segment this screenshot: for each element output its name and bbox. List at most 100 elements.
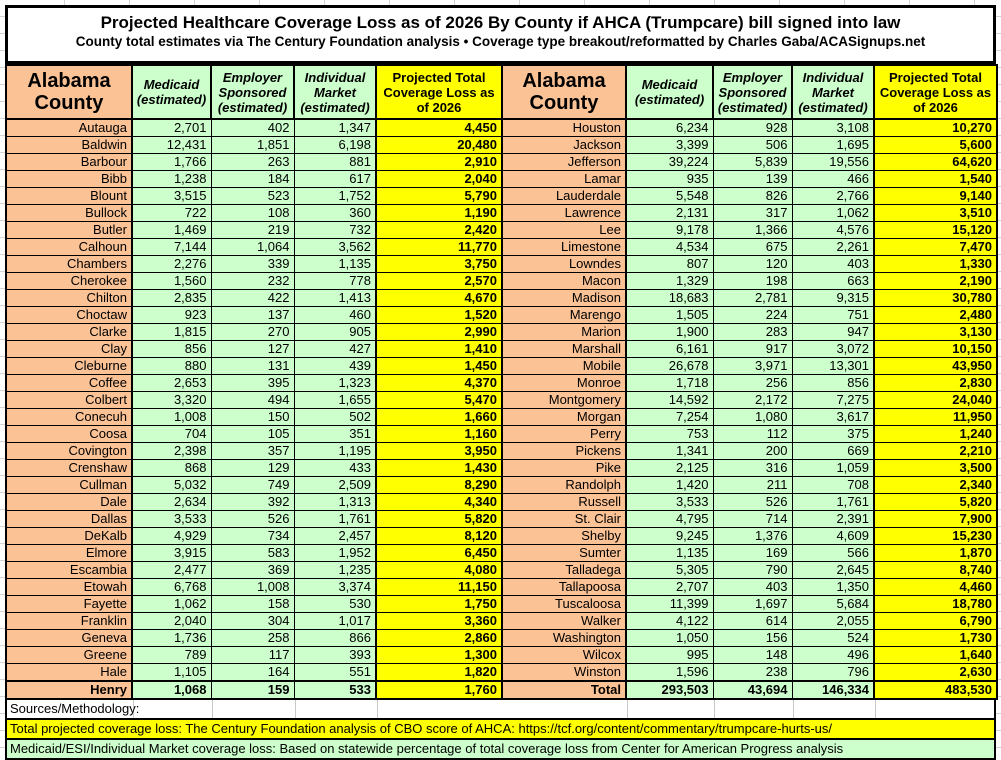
medicaid-cell: 1,062 [131, 595, 212, 613]
employer-cell: 422 [210, 289, 295, 307]
individual-cell: 617 [293, 170, 377, 188]
title-box: Projected Healthcare Coverage Loss as of… [5, 5, 996, 64]
projected-total-cell: 11,950 [873, 408, 998, 426]
medicaid-cell: 1,900 [625, 323, 714, 341]
county-cell: Calhoun [5, 238, 133, 256]
individual-cell: 7,275 [791, 391, 875, 409]
projected-total-cell: 1,300 [375, 646, 503, 664]
individual-cell: 1,695 [791, 136, 875, 154]
county-cell: Geneva [5, 629, 133, 647]
employer-cell: 169 [712, 544, 793, 562]
table-row: DeKalb 4,929 734 2,457 8,120 Shelby 9,245 1,376… [5, 527, 998, 545]
county-cell: Madison [501, 289, 627, 307]
medicaid-cell: 722 [131, 204, 212, 222]
table-row: Henry 1,068 159 533 1,760 Total 293,503 43,694 1… [5, 680, 998, 700]
page-subtitle: County total estimates via The Century F… [75, 34, 926, 49]
projected-total-cell: 15,230 [873, 527, 998, 545]
coverage-loss-sheet: Projected Healthcare Coverage Loss as of… [5, 5, 998, 760]
employer-cell: 137 [210, 306, 295, 324]
projected-total-cell: 10,270 [873, 118, 998, 137]
employer-cell: 219 [210, 221, 295, 239]
table-row: Fayette 1,062 158 530 1,750 Tuscaloosa 11,399 1… [5, 595, 998, 613]
employer-cell: 263 [210, 153, 295, 171]
medicaid-cell: 18,683 [625, 289, 714, 307]
table-row: Crenshaw 868 129 433 1,430 Pike 2,125 316 1,059 3… [5, 459, 998, 477]
table-row: Escambia 2,477 369 1,235 4,080 Talladega 5,305… [5, 561, 998, 579]
table-row: Chambers 2,276 339 1,135 3,750 Lowndes 807 120 4… [5, 255, 998, 273]
individual-cell: 1,347 [293, 118, 377, 137]
employer-cell: 127 [210, 340, 295, 358]
projected-total-cell: 1,410 [375, 340, 503, 358]
table-row: Coffee 2,653 395 1,323 4,370 Monroe 1,718 256 85… [5, 374, 998, 392]
individual-cell: 1,313 [293, 493, 377, 511]
medicaid-cell: 5,305 [625, 561, 714, 579]
county-cell: Henry [5, 680, 133, 700]
projected-total-cell: 2,340 [873, 476, 998, 494]
projected-total-cell: 1,190 [375, 204, 503, 222]
projected-total-cell: 11,770 [375, 238, 503, 256]
projected-total-cell: 1,430 [375, 459, 503, 477]
individual-cell: 19,556 [791, 153, 875, 171]
county-cell: Limestone [501, 238, 627, 256]
employer-cell: 526 [210, 510, 295, 528]
projected-total-cell: 1,240 [873, 425, 998, 443]
individual-cell: 466 [791, 170, 875, 188]
county-cell: Montgomery [501, 391, 627, 409]
table-row: Choctaw 923 137 460 1,520 Marengo 1,505 224 751 2… [5, 306, 998, 324]
projected-total-cell: 2,210 [873, 442, 998, 460]
employer-cell: 734 [210, 527, 295, 545]
employer-cell: 1,080 [712, 408, 793, 426]
employer-cell: 392 [210, 493, 295, 511]
medicaid-cell: 1,068 [131, 680, 212, 700]
medicaid-cell: 1,736 [131, 629, 212, 647]
table-row: Cleburne 880 131 439 1,450 Mobile 26,678 3,971 1… [5, 357, 998, 375]
projected-total-cell: 5,600 [873, 136, 998, 154]
projected-total-cell: 8,740 [873, 561, 998, 579]
projected-total-cell: 9,140 [873, 187, 998, 205]
medicaid-cell: 2,477 [131, 561, 212, 579]
projected-total-cell: 483,530 [873, 680, 998, 700]
projected-total-cell: 1,160 [375, 425, 503, 443]
medicaid-cell: 4,795 [625, 510, 714, 528]
coverage-loss-table: Alabama County Medicaid (estimated) Empl… [5, 64, 998, 700]
individual-cell: 2,509 [293, 476, 377, 494]
individual-cell: 2,261 [791, 238, 875, 256]
county-cell: Blount [5, 187, 133, 205]
header-medicaid-left: Medicaid (estimated) [131, 64, 212, 120]
header-projected-left: Projected Total Coverage Loss as of 2026 [375, 64, 503, 120]
projected-total-cell: 4,370 [375, 374, 503, 392]
county-cell: Dallas [5, 510, 133, 528]
medicaid-cell: 1,718 [625, 374, 714, 392]
individual-cell: 427 [293, 340, 377, 358]
medicaid-cell: 807 [625, 255, 714, 273]
projected-total-cell: 3,500 [873, 459, 998, 477]
projected-total-cell: 1,540 [873, 170, 998, 188]
medicaid-cell: 2,707 [625, 578, 714, 596]
medicaid-cell: 39,224 [625, 153, 714, 171]
county-cell: Macon [501, 272, 627, 290]
county-cell: Winston [501, 663, 627, 682]
individual-cell: 6,198 [293, 136, 377, 154]
medicaid-cell: 3,915 [131, 544, 212, 562]
medicaid-cell: 880 [131, 357, 212, 375]
header-employer-right: Employer Sponsored (estimated) [712, 64, 793, 120]
table-row: Clay 856 127 427 1,410 Marshall 6,161 917 3,072 1… [5, 340, 998, 358]
county-cell: Coosa [5, 425, 133, 443]
projected-total-cell: 2,480 [873, 306, 998, 324]
projected-total-cell: 1,870 [873, 544, 998, 562]
individual-cell: 669 [791, 442, 875, 460]
table-row: Butler 1,469 219 732 2,420 Lee 9,178 1,366 4,576… [5, 221, 998, 239]
individual-cell: 1,135 [293, 255, 377, 273]
county-cell: Chambers [5, 255, 133, 273]
projected-total-cell: 1,450 [375, 357, 503, 375]
table-row: Dale 2,634 392 1,313 4,340 Russell 3,533 526 1,7… [5, 493, 998, 511]
projected-total-cell: 8,290 [375, 476, 503, 494]
individual-cell: 663 [791, 272, 875, 290]
county-cell: Barbour [5, 153, 133, 171]
individual-cell: 524 [791, 629, 875, 647]
medicaid-cell: 6,234 [625, 118, 714, 137]
medicaid-cell: 11,399 [625, 595, 714, 613]
medicaid-cell: 9,245 [625, 527, 714, 545]
individual-cell: 3,617 [791, 408, 875, 426]
employer-cell: 1,851 [210, 136, 295, 154]
